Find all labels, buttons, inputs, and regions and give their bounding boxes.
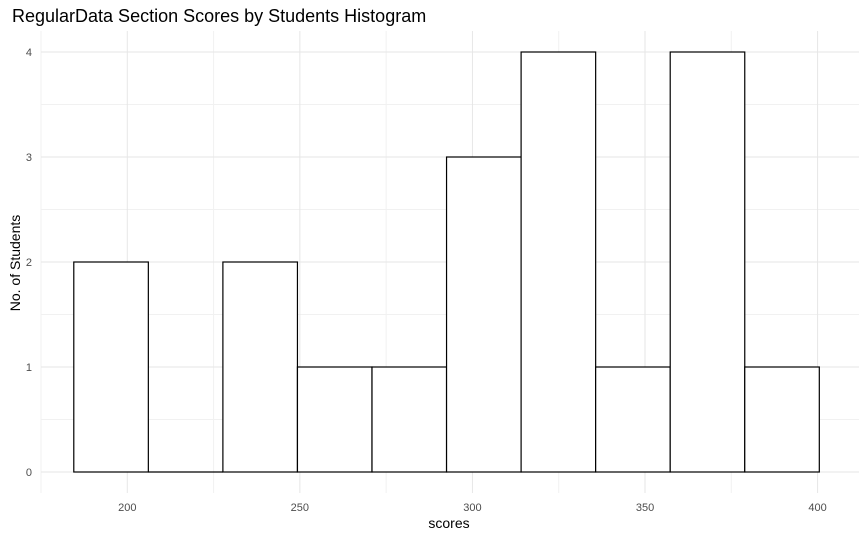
chart-title: RegularData Section Scores by Students H… [12,6,426,26]
histogram-bar [595,366,671,473]
y-axis-ticks: 0 1 2 3 4 [26,47,32,479]
x-tick-label: 400 [808,502,826,514]
histogram-bar [445,156,522,473]
histogram-bar [520,51,597,473]
y-tick-label: 0 [26,467,32,479]
histogram-bar [744,366,820,473]
histogram-bar [222,261,299,473]
x-tick-label: 200 [118,502,136,514]
y-axis-title: No. of Students [7,215,23,312]
y-tick-label: 4 [26,47,32,59]
x-tick-label: 300 [463,502,481,514]
y-tick-label: 1 [26,362,32,374]
histogram-bar [669,51,746,473]
histogram-bar [73,261,149,473]
y-tick-label: 3 [26,152,32,164]
y-tick-label: 2 [26,257,32,269]
bars [73,51,820,473]
x-tick-label: 350 [636,502,654,514]
x-axis-title: scores [428,515,469,531]
x-tick-label: 250 [291,502,309,514]
histogram-bar [296,366,373,473]
x-axis-ticks: 200 250 300 350 400 [118,502,827,514]
histogram-bar [371,366,448,473]
